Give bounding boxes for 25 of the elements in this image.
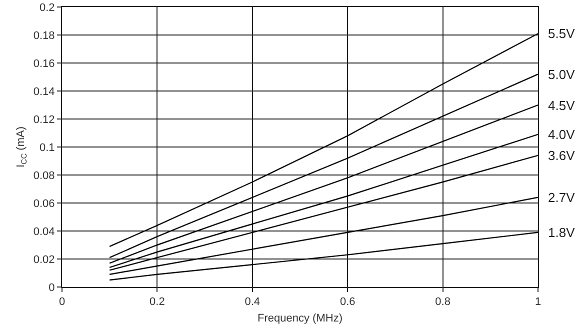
y-tick-label: 0.18	[33, 30, 55, 42]
y-tick-label: 0	[48, 282, 55, 294]
x-tick-label: 1	[534, 296, 542, 308]
y-tick-label: 0.12	[33, 114, 55, 126]
y-tick-label: 0.16	[33, 58, 55, 70]
y-tick-label: 0.08	[33, 170, 55, 182]
series-label: 2.7V	[548, 190, 576, 205]
y-tick-label: 0.06	[33, 198, 55, 210]
series-label: 3.6V	[548, 148, 576, 163]
y-tick-label: 0.14	[33, 86, 55, 98]
x-tick-label: 0	[58, 296, 66, 308]
x-tick-label: 0.6	[340, 296, 356, 308]
series-label: 5.5V	[548, 26, 576, 41]
y-tick-label: 0.02	[33, 254, 55, 266]
x-tick-label: 0.2	[150, 296, 165, 308]
series-label: 5.0V	[548, 67, 576, 82]
series-label: 4.0V	[548, 127, 576, 142]
x-axis-title: Frequency (MHz)	[258, 312, 342, 324]
y-tick-label: 0.2	[40, 2, 55, 14]
series-label: 4.5V	[548, 98, 576, 113]
y-tick-label: 0.1	[40, 142, 55, 154]
x-tick-label: 0.4	[244, 296, 260, 308]
series-label: 1.8V	[548, 225, 576, 240]
y-tick-label: 0.04	[33, 226, 55, 238]
x-tick-label: 0.8	[435, 296, 450, 308]
